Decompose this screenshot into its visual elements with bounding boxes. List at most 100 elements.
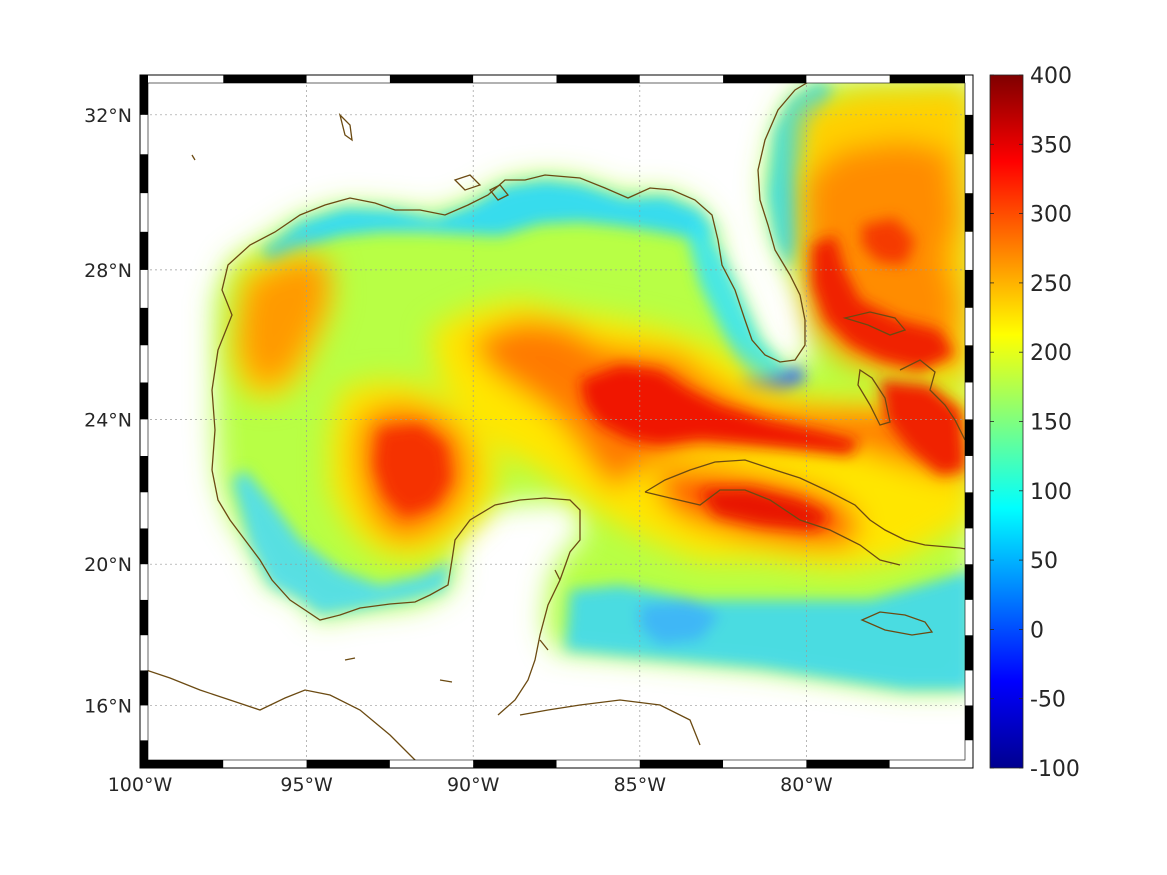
- yucatan-islands: [344, 569, 561, 683]
- frame-segment-top: [556, 75, 640, 83]
- frame-segment-left: [140, 193, 148, 232]
- frame-segment-left: [140, 564, 148, 600]
- frame-segment-left: [140, 154, 148, 194]
- louisiana-islands: [453, 174, 510, 201]
- bahamas-islands-coastline: [899, 359, 966, 441]
- ocean-field: [215, 78, 972, 690]
- lat-tick-label: 20°N: [84, 554, 132, 576]
- colorbar-tick-label: 150: [1030, 411, 1072, 436]
- latitude-labels: 16°N 20°N 24°N 28°N 32°N: [84, 105, 132, 718]
- frame-segment-left: [140, 75, 148, 115]
- pacific-coastline: [140, 667, 421, 766]
- colorbar-tick-label: 0: [1030, 618, 1044, 643]
- colorbar-ticks: 400 350 300 250 200 150 100 50 0 -50 -100: [990, 64, 1080, 782]
- colorbar: [989, 74, 1024, 769]
- lon-tick-label: 95°W: [280, 774, 333, 796]
- lat-tick-label: 28°N: [84, 260, 132, 282]
- atlantic-red-patch: [862, 218, 915, 265]
- frame-segment-right: [965, 231, 973, 270]
- frame-segment-top: [639, 75, 724, 83]
- frame-segment-bottom: [889, 760, 973, 768]
- colorbar-tick-label: 400: [1030, 64, 1072, 89]
- loop-current-red-core: [580, 365, 860, 455]
- frame-inner-outline: [147, 82, 966, 761]
- frame-segment-left: [140, 114, 148, 155]
- frame-segment-right: [965, 193, 973, 232]
- frame-segment-bottom: [140, 760, 224, 768]
- atlantic-east-coast-band: [768, 82, 835, 270]
- central-west-red-core: [375, 425, 450, 515]
- frame-segment-left: [140, 269, 148, 308]
- frame-segment-right: [965, 635, 973, 671]
- caribbean-blue-patch: [640, 600, 720, 645]
- frame-segment-right: [965, 564, 973, 600]
- frame-segment-top: [889, 75, 973, 83]
- frame-segment-right: [965, 670, 973, 706]
- frame-segment-left: [140, 740, 148, 768]
- central-america-coastline: [519, 699, 701, 746]
- colorbar-tick-label: 350: [1030, 133, 1072, 158]
- map-frame: [139, 74, 974, 769]
- frame-segment-bottom: [639, 760, 724, 768]
- frame-segment-right: [965, 492, 973, 529]
- grand-bahama-coastline: [842, 311, 907, 336]
- lon-tick-label: 100°W: [108, 774, 173, 796]
- frame-segment-bottom: [723, 760, 807, 768]
- colorbar-tick-label: 50: [1030, 549, 1058, 574]
- north-islands: [191, 112, 353, 161]
- frame-segment-left: [140, 528, 148, 565]
- northern-shelf-band: [262, 180, 716, 266]
- frame-segment-right: [965, 345, 973, 383]
- frame-segment-left: [140, 345, 148, 383]
- mexico-gulf-coastline: [211, 469, 581, 716]
- frame-segment-right: [965, 705, 973, 741]
- colorbar-tick-label: -100: [1030, 757, 1080, 782]
- graticule: [140, 75, 973, 768]
- frame-segment-right: [965, 382, 973, 420]
- colorbar-tick-label: 100: [1030, 480, 1072, 505]
- frame-segment-left: [140, 705, 148, 741]
- frame-segment-left: [140, 670, 148, 706]
- frame-segment-left: [140, 492, 148, 529]
- lon-tick-label: 85°W: [614, 774, 667, 796]
- frame-segment-bottom: [473, 760, 557, 768]
- frame-segment-right: [965, 307, 973, 346]
- frame-segment-bottom: [806, 760, 890, 768]
- frame-segment-bottom: [556, 760, 640, 768]
- frame-segment-left: [140, 599, 148, 636]
- frame-segment-left: [140, 231, 148, 270]
- frame-segment-top: [306, 75, 390, 83]
- jamaica-coastline: [860, 611, 934, 636]
- frame-segment-right: [965, 419, 973, 456]
- frame-segment-top: [806, 75, 890, 83]
- gulf-stream-red: [812, 235, 955, 370]
- caribbean-south-band: [565, 570, 972, 690]
- frame-segment-right: [965, 740, 973, 768]
- frame-segment-right: [965, 75, 973, 115]
- frame-segment-left: [140, 307, 148, 346]
- frame-outline: [139, 74, 974, 769]
- frame-segment-right: [965, 114, 973, 155]
- frame-segment-left: [140, 419, 148, 456]
- frame-segment-right: [965, 599, 973, 636]
- frame-segment-top: [723, 75, 807, 83]
- frame-segment-bottom: [389, 760, 474, 768]
- lon-tick-label: 80°W: [780, 774, 833, 796]
- coastlines: [140, 77, 973, 766]
- frame-segment-left: [140, 455, 148, 493]
- yucatan-red-core: [700, 488, 830, 530]
- frame-segment-right: [965, 269, 973, 308]
- lat-tick-label: 24°N: [84, 409, 132, 431]
- cuba-coastline: [644, 459, 961, 566]
- frame-segment-left: [140, 382, 148, 420]
- colorbar-tick-label: 300: [1030, 203, 1072, 228]
- northwest-orange: [240, 258, 330, 385]
- lon-tick-label: 90°W: [447, 774, 500, 796]
- frame-segment-top: [140, 75, 224, 83]
- lat-tick-label: 16°N: [84, 695, 132, 717]
- frame-segment-top: [389, 75, 474, 83]
- colorbar-tick-label: 200: [1030, 341, 1072, 366]
- frame-segment-bottom: [306, 760, 390, 768]
- lat-tick-label: 32°N: [84, 105, 132, 127]
